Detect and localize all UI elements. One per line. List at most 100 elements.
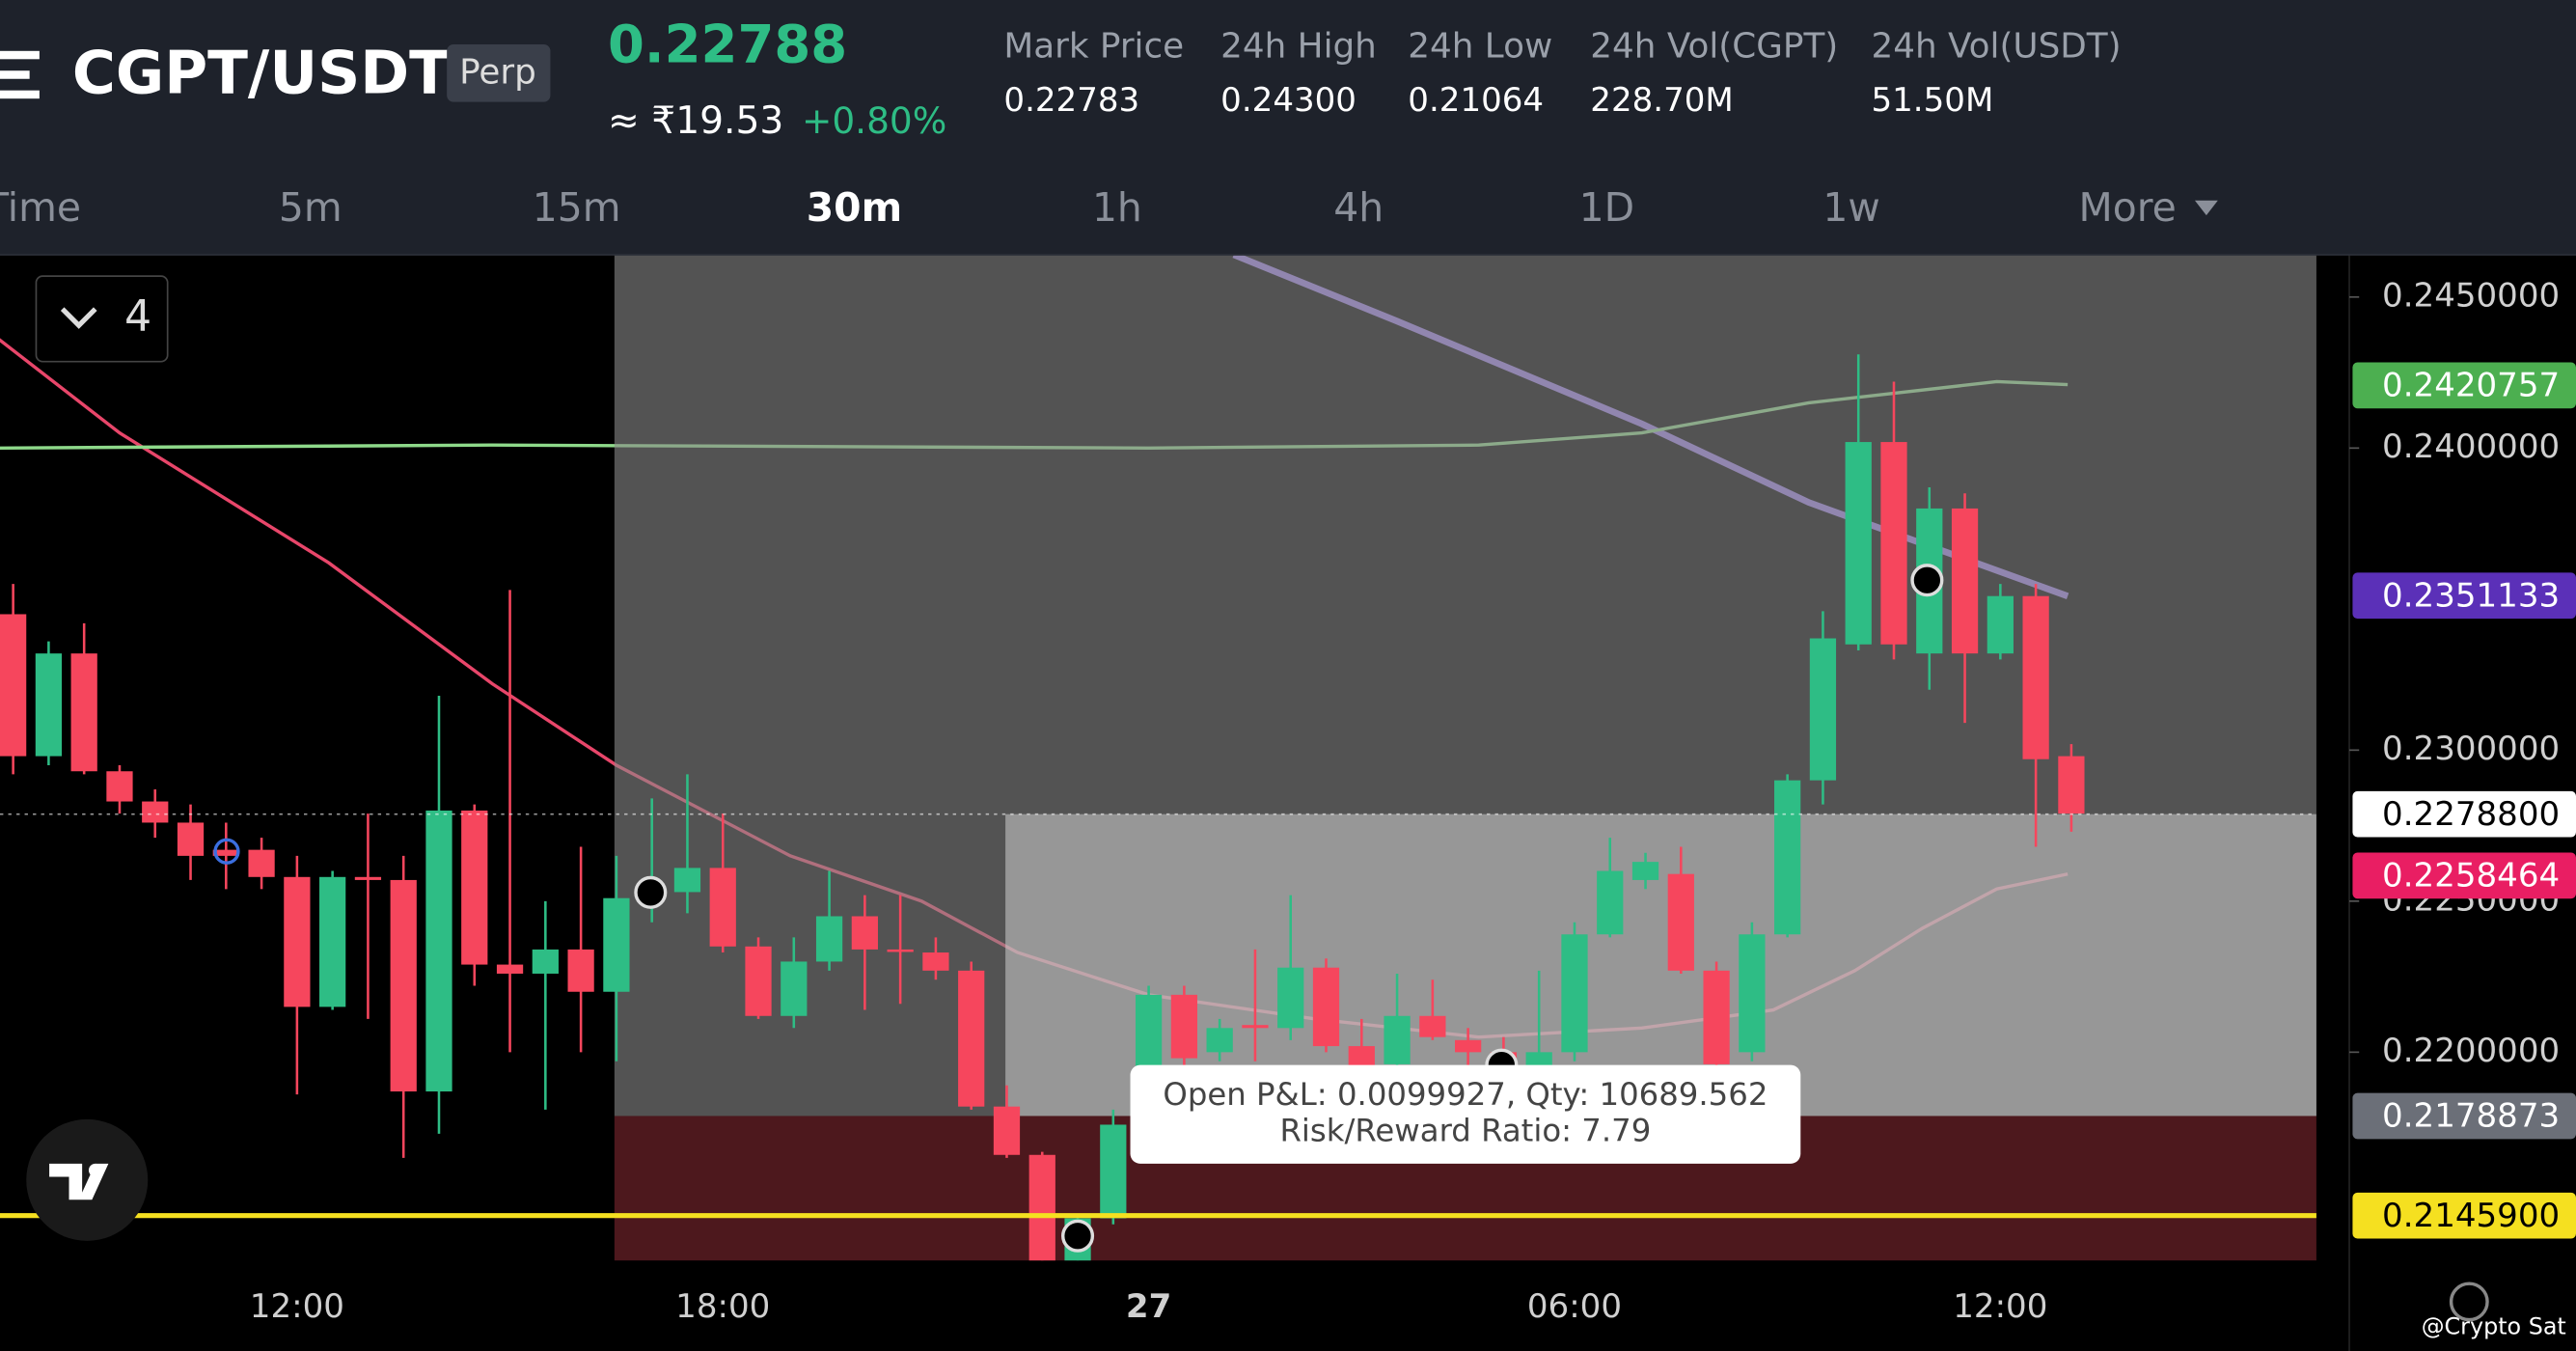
x-tick-label: 27	[1126, 1287, 1171, 1326]
badge: Perp	[459, 53, 536, 93]
candle-body	[1667, 873, 1694, 971]
price-tag	[2352, 790, 2576, 838]
candle-body	[1951, 508, 1979, 654]
tab[interactable]: 30m	[807, 184, 902, 231]
tooltip-text: Risk/Reward Ratio: 7.79	[1279, 1112, 1651, 1148]
menu-icon	[0, 50, 40, 99]
toggle-box[interactable]	[35, 275, 169, 363]
candle-body	[958, 970, 985, 1107]
candle-body	[1561, 934, 1588, 1053]
stat-value: 0.24300	[1220, 81, 1357, 120]
trade-marker	[213, 838, 240, 865]
tooltip-text: Open P&L: 0.0099927, Qty: 10689.562	[1163, 1076, 1768, 1113]
tv-logo	[26, 1118, 149, 1241]
candle-body	[142, 801, 169, 823]
candle-body	[1170, 994, 1198, 1059]
candle-body	[212, 849, 239, 856]
dropdown-arrow	[2194, 200, 2218, 216]
price-tag	[2352, 852, 2576, 899]
candle-body	[1277, 967, 1304, 1029]
candle-body	[0, 614, 27, 757]
candle-body	[1028, 1154, 1055, 1261]
price-tag	[2352, 362, 2576, 409]
tab[interactable]: More	[2078, 184, 2176, 231]
candle-body	[284, 876, 311, 1007]
candle-body	[1845, 442, 1872, 645]
candle-body	[603, 897, 630, 992]
tab[interactable]: 5m	[279, 184, 343, 231]
candle-body	[425, 810, 452, 1092]
y-tick-label: 0.2200000	[2382, 1032, 2560, 1070]
candle-body	[781, 961, 808, 1016]
candle-body	[1312, 967, 1340, 1047]
stat-value: 228.70M	[1590, 81, 1734, 120]
price-tag-label: 0.2145900	[2382, 1197, 2560, 1235]
candle-body	[993, 1106, 1021, 1155]
candle-body	[532, 949, 559, 974]
candle-body	[390, 879, 417, 1092]
stat-label: 24h Vol(CGPT)	[1590, 26, 1838, 66]
indicator-toggle[interactable]: 4	[35, 275, 169, 363]
candle-body	[922, 952, 949, 971]
candle-body	[815, 916, 843, 962]
stat-label: 24h High	[1220, 26, 1377, 66]
candle-body	[2022, 595, 2049, 759]
settings-icon[interactable]	[2449, 1282, 2489, 1322]
candle-body	[1631, 862, 1659, 880]
y-tick-label: 0.2300000	[2382, 730, 2560, 768]
indicator-count: 4	[124, 291, 151, 341]
candle-body	[1242, 1025, 1269, 1029]
candle-body	[1100, 1124, 1127, 1219]
candle-body	[496, 964, 524, 974]
price-tag	[2352, 1092, 2576, 1140]
candle-body	[1597, 870, 1624, 935]
watermark: @Crypto Sat	[2422, 1313, 2566, 1340]
stat-value: 51.50M	[1871, 81, 1993, 120]
x-tick-label: 18:00	[675, 1287, 770, 1326]
candle-body	[1384, 1015, 1411, 1064]
candle-body	[1419, 1015, 1446, 1037]
price-tag-label: 0.2178873	[2382, 1097, 2560, 1136]
candle-body	[1348, 1046, 1375, 1067]
tab[interactable]: 4h	[1333, 184, 1384, 231]
candle-body	[851, 916, 878, 950]
price-tag	[2352, 1192, 2576, 1239]
candle-body	[1206, 1028, 1233, 1053]
stat-label: 24h Low	[1408, 26, 1552, 66]
header-bar	[0, 0, 2576, 255]
plot	[0, 251, 2316, 1261]
candle-body	[35, 653, 63, 757]
candle-body	[319, 876, 346, 1007]
candle-body	[1880, 442, 1907, 645]
badge-bg	[447, 43, 551, 102]
time-panel	[0, 1260, 2316, 1351]
change: +0.80%	[802, 99, 946, 142]
y-tick-label: 0.2400000	[2382, 427, 2560, 466]
candle-body	[673, 868, 701, 893]
candle-body	[106, 771, 133, 802]
trade-marker	[634, 875, 668, 909]
price-tag-label: 0.2258464	[2382, 857, 2560, 896]
stat-value: 0.21064	[1408, 81, 1544, 120]
tab[interactable]: Time	[0, 184, 81, 231]
stat-value: 0.22783	[1003, 81, 1139, 120]
trade-marker	[1910, 564, 1944, 597]
tab[interactable]: 15m	[533, 184, 621, 231]
price-tag-label: 0.2278800	[2382, 795, 2560, 834]
candle-body	[1774, 780, 1801, 935]
candle-body	[70, 653, 97, 772]
stats: Mark Price 0.22783 24h High 0.24300 24h Low 0…	[1003, 26, 2121, 120]
tab[interactable]: 1w	[1822, 184, 1879, 231]
trade-marker	[1061, 1219, 1095, 1253]
last-price: 0.22788	[608, 14, 847, 75]
candle-body	[2058, 756, 2085, 814]
candle-body	[1739, 934, 1766, 1053]
x-tick-label: 12:00	[1953, 1287, 2047, 1326]
candle-body	[1525, 1052, 1552, 1067]
candle-body	[461, 810, 488, 965]
tab[interactable]: 1D	[1579, 184, 1634, 231]
chevron	[60, 307, 97, 329]
tab[interactable]: 1h	[1092, 184, 1142, 231]
